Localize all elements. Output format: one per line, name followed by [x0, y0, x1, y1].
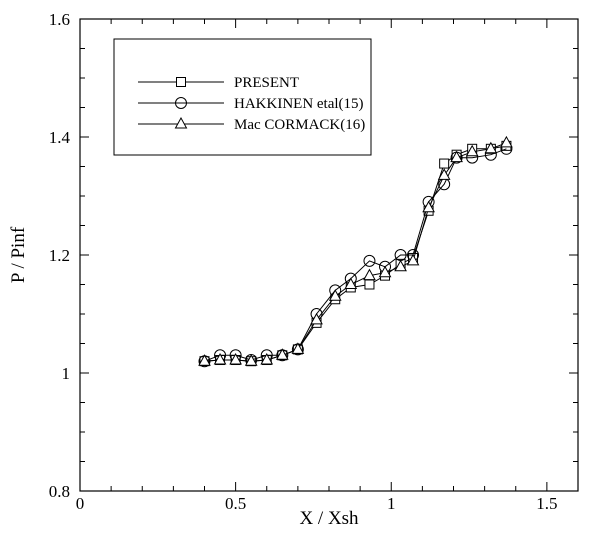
legend-entries: PRESENT HAKKINEN etal(15) Mac CORMACK(16)	[138, 75, 365, 133]
data-point	[364, 279, 375, 290]
legend-marker	[176, 77, 186, 87]
y-tick-label: 1	[62, 364, 71, 383]
data-point	[437, 168, 451, 180]
legend-box	[113, 38, 372, 156]
data-point	[363, 254, 376, 267]
legend-marker	[175, 97, 187, 109]
data-point	[378, 265, 392, 278]
legend-entry: Mac CORMACK(16)	[138, 116, 365, 133]
legend-label: Mac CORMACK(16)	[234, 117, 365, 133]
data-point	[406, 253, 420, 266]
x-tick-label: 1	[387, 494, 396, 513]
data-point	[229, 352, 242, 365]
legend: PRESENT HAKKINEN etal(15) Mac CORMACK(16)	[113, 38, 372, 156]
legend-label: PRESENT	[234, 75, 299, 91]
data-point	[394, 259, 407, 272]
data-point	[422, 200, 435, 213]
series-line	[204, 145, 507, 362]
data-point	[291, 342, 305, 354]
data-point	[213, 352, 227, 365]
data-point	[363, 268, 376, 281]
x-axis-title: X / Xsh	[299, 508, 359, 529]
series-line	[204, 148, 507, 362]
x-tick-label: 0	[76, 494, 85, 513]
legend-marker	[174, 116, 188, 129]
axis-ticks	[79, 18, 579, 492]
data-point	[328, 289, 342, 301]
data-point	[465, 144, 479, 157]
data-point	[198, 354, 211, 366]
y-tick-label: 1.2	[49, 246, 70, 265]
data-point	[500, 135, 513, 148]
legend-label: HAKKINEN etal(15)	[234, 96, 364, 112]
plot-frame	[79, 18, 579, 492]
y-tick-label: 0.8	[49, 482, 70, 501]
y-tick-label: 1.6	[49, 10, 70, 29]
data-point	[439, 158, 450, 169]
series-layer	[198, 135, 513, 368]
data-point	[310, 312, 323, 325]
legend-entry: HAKKINEN etal(15)	[138, 96, 364, 112]
data-point	[344, 277, 358, 289]
data-point	[484, 141, 498, 154]
data-point	[450, 150, 463, 163]
data-point	[275, 348, 289, 360]
y-axis-title: P / Pinf	[8, 226, 29, 283]
series-circle	[198, 142, 513, 368]
legend-entry: PRESENT	[138, 75, 299, 91]
series-triangle	[198, 135, 513, 366]
data-point	[260, 352, 274, 365]
y-tick-label: 1.4	[49, 128, 71, 147]
x-tick-label: 0.5	[225, 494, 246, 513]
tick-labels: 0 0.5 1 1.5 0.8 1 1.2 1.4 1.6	[49, 10, 558, 513]
data-point	[244, 354, 258, 366]
series-square	[199, 140, 512, 367]
series-line	[204, 142, 507, 362]
x-tick-label: 1.5	[536, 494, 557, 513]
